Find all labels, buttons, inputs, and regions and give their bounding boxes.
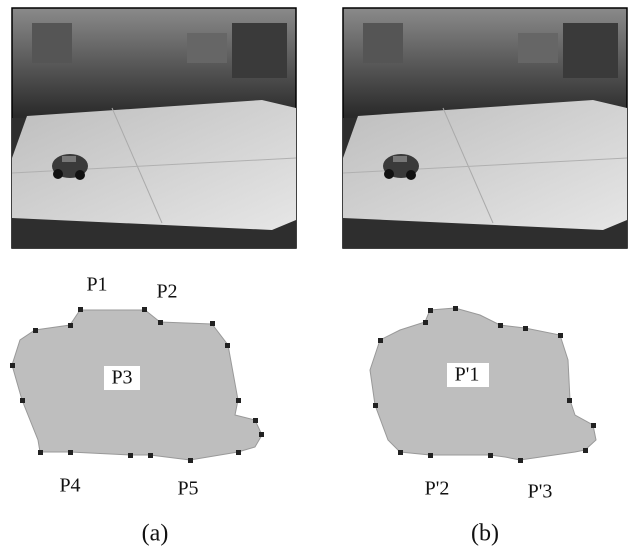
photo: [12, 8, 296, 248]
photo: [343, 8, 627, 248]
point-label: P'3: [528, 481, 553, 503]
caption: (b): [471, 521, 499, 547]
point-label: P1: [86, 274, 107, 296]
point-label: P3: [111, 367, 132, 389]
point-label: P5: [177, 478, 198, 500]
point-label: P4: [59, 475, 80, 497]
figure: P1 P2 P3 P4 P5 P'1 P'2 P'3 (a) (b): [0, 0, 633, 549]
point-label: P2: [156, 281, 177, 303]
point-label: P'2: [425, 478, 450, 500]
point-label: P'1: [455, 364, 480, 386]
caption: (a): [142, 521, 169, 547]
